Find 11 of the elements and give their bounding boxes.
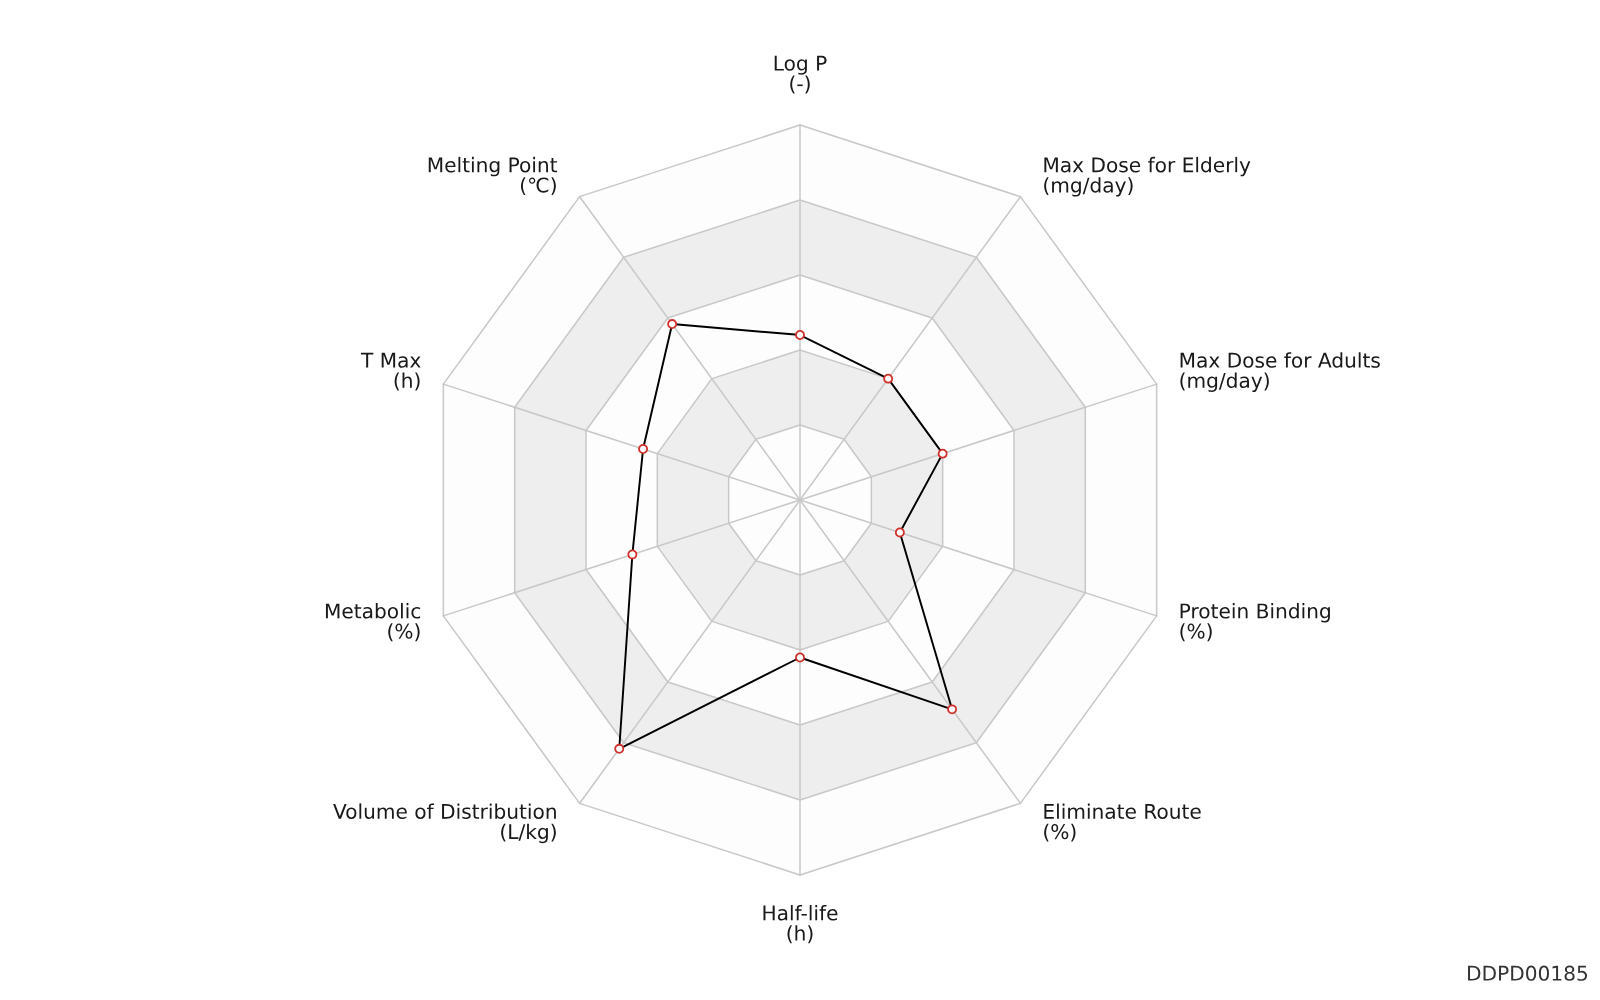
spoke-label: Log P (-) [774,55,827,94]
spoke-label: Half-life (h) [763,905,838,944]
text: DDPD00185 [1468,965,1588,981]
spoke-label: Eliminate Route (%) [1044,803,1201,842]
spoke-label: Melting Point (℃) [428,156,558,196]
spoke-label: Volume of Distribution (L/kg) [333,803,556,844]
spoke-label: Max Dose for Adults (mg/day) [1180,352,1380,392]
spoke-label: Metabolic (%) [325,603,421,642]
spoke-label: T Max (h) [360,352,421,391]
spoke-label: Max Dose for Elderly (mg/day) [1044,156,1251,197]
spoke-label: Protein Binding (%) [1180,603,1330,642]
